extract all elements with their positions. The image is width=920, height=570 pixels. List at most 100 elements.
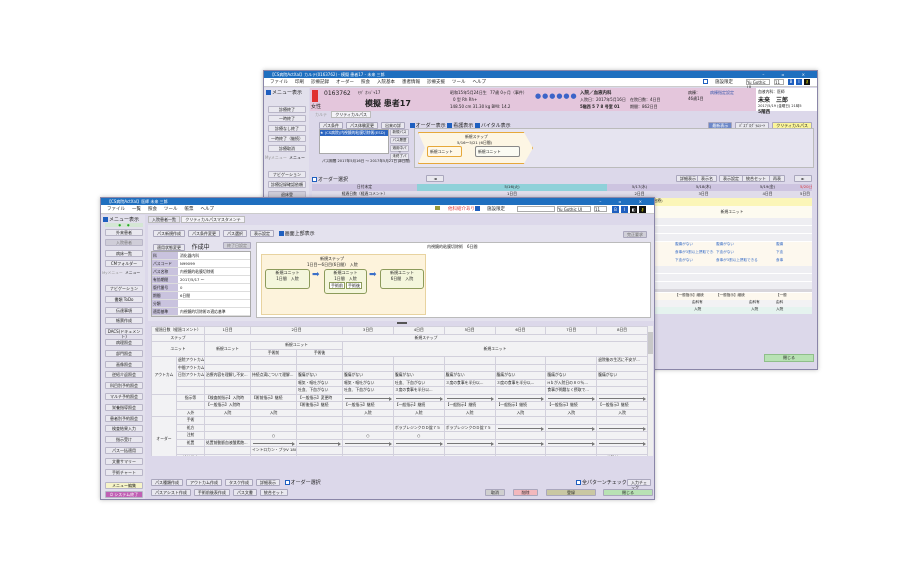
window-controls[interactable]: – ▫ × [762, 72, 813, 77]
date-col-3[interactable]: 5/18(木) [672, 184, 735, 191]
tab-path-master[interactable]: クリティカルパスマスタメンテ [181, 216, 245, 223]
order-cell[interactable]: 【一般指示】継続 [716, 293, 745, 297]
path-change-button[interactable]: パス体験変更 [346, 122, 378, 129]
day-header[interactable]: 6日目 [494, 326, 547, 335]
outcome-cell[interactable]: 食事 [776, 258, 784, 262]
sidebar-menu-item[interactable]: 検査結果入力 [105, 425, 143, 433]
menu-tools[interactable]: ツール [452, 80, 466, 85]
sidebar-menu-item[interactable]: パス一括適用 [105, 447, 143, 454]
sub-unit-cell[interactable]: 手術前 [250, 348, 297, 357]
info-value[interactable]: 2017/5/17 ～ [180, 277, 205, 282]
step-cell[interactable]: 新規ステップ [204, 333, 648, 342]
grid-cell[interactable]: 吐血、下血がない [342, 386, 394, 395]
sidebar-btn-cm-folder[interactable]: CMフォルダー [105, 260, 143, 267]
grid-cell[interactable] [545, 363, 598, 372]
outcome-cell[interactable]: 腹痛がない [716, 242, 734, 246]
menu-inquiry[interactable]: 照会 [361, 80, 370, 85]
grid-cell[interactable] [443, 363, 496, 372]
cancel-button[interactable]: 取消 [485, 489, 505, 496]
italic-icon[interactable]: I [621, 206, 628, 213]
grid-cell[interactable] [443, 431, 496, 440]
combined-set-button[interactable]: 統合セット [259, 489, 288, 496]
font-select[interactable]: Yu Gothic UI [746, 79, 770, 90]
path-type-button[interactable]: パス種類作成 [151, 479, 183, 486]
grid-cell[interactable]: 【一般指示】継続 [596, 401, 648, 410]
grid-cell[interactable]: EDTA-2K(2ml) [342, 453, 394, 456]
info-value[interactable]: 消化器内科 [180, 253, 199, 258]
menu-tools[interactable]: ツール [164, 207, 178, 212]
sidebar-menu-item[interactable]: 病理照会 [105, 339, 143, 346]
grid-cell[interactable]: 腹痛がない [443, 371, 496, 380]
grid-cell[interactable] [250, 378, 297, 387]
sidebar-menu-item[interactable]: 文書サマリー [105, 457, 143, 465]
back-close-button[interactable]: 閉じる [764, 354, 814, 362]
unit-cell[interactable]: 新規ユニット [204, 341, 251, 357]
grid-cell[interactable]: 嘔気・嘔吐がない [342, 378, 394, 387]
sidebar-menu-item[interactable]: 伝達事項 [105, 306, 143, 314]
grid-cell[interactable] [443, 453, 496, 456]
grid-cell[interactable] [392, 453, 445, 456]
outcome-cell[interactable]: 下血がない [716, 250, 734, 254]
grid-cell[interactable]: 処置前動脈血液酸素飽... [204, 438, 251, 447]
grid-cell[interactable] [443, 446, 496, 455]
grid-cell[interactable] [494, 363, 547, 372]
grid-cell[interactable]: 【一般指示】継続 [443, 401, 496, 410]
grid-cell[interactable] [545, 356, 598, 365]
path-select-button[interactable]: パス選択 [223, 230, 247, 237]
grid-cell[interactable]: ３度の食事を半分以... [392, 386, 445, 395]
continue-arrow[interactable]: → [342, 393, 394, 402]
grid-cell[interactable] [204, 446, 251, 455]
key-icon[interactable]: ⚷ [639, 206, 646, 213]
grid-cell[interactable]: 入院 [494, 408, 547, 417]
grid-cell[interactable] [443, 356, 496, 365]
info-value[interactable]: N99099 [180, 261, 195, 266]
info-value[interactable]: 6日間 [180, 293, 191, 298]
unit-box-1[interactable]: 新規ユニット 1日間 入院 [265, 269, 310, 289]
grid-cell[interactable] [204, 386, 251, 395]
window-controls[interactable]: – ▫ × [599, 199, 650, 204]
sidebar-menu-item[interactable]: 部門照会 [105, 349, 143, 357]
grid-cell[interactable]: ボラプレジンクＯＤ錠７５ [443, 423, 496, 432]
grid-cell[interactable]: 【一般指示】入院時 [204, 401, 251, 410]
status-change-button[interactable]: 適用状態変更 [153, 244, 185, 251]
path-assist-button[interactable]: パスアシスト作成 [151, 489, 191, 496]
vital-show-checkbox[interactable]: バイタル表示 [474, 123, 511, 129]
grid-cell[interactable]: 退院後の生活に不安が... [596, 356, 648, 365]
tab-critical-path[interactable]: クリティカルパス [331, 111, 372, 118]
menu-show-checkbox[interactable]: メニュー表示 [103, 216, 139, 223]
order-select-checkbox[interactable]: オーダー選択 [312, 176, 348, 183]
task-create-button[interactable]: タスク作成 [225, 479, 253, 486]
grid-cell[interactable] [295, 453, 344, 456]
day-header[interactable]: 3日目 [342, 326, 394, 335]
delete-button[interactable]: 削除 [513, 489, 538, 496]
grid-cell[interactable] [250, 401, 297, 410]
outcome-cell[interactable]: 食事が3割以上摂取できる [716, 258, 758, 262]
bold-icon[interactable]: B [788, 79, 794, 85]
grid-cell[interactable] [342, 423, 394, 432]
continue-arrow[interactable]: → [443, 393, 496, 402]
menu-inquiry[interactable]: 照会 [148, 207, 157, 212]
menu-help[interactable]: ヘルプ [200, 207, 215, 212]
menu-file[interactable]: ファイル [270, 80, 288, 85]
grid-cell[interactable]: 9ml(分離剤入) [596, 453, 648, 456]
menu-list[interactable]: 一覧 [132, 207, 141, 212]
sidebar-menu-item[interactable]: ナビゲーション [105, 285, 143, 292]
continue-arrow[interactable]: → [392, 438, 445, 447]
grid-cell[interactable] [443, 386, 496, 395]
grid-cell[interactable]: ボラプレジンクＯＤ錠７５ [392, 423, 445, 432]
facility-limit-checkbox[interactable]: 施設限定 [475, 205, 512, 214]
grid-cell[interactable] [204, 431, 251, 440]
sidebar-menu-item[interactable]: 画像照会 [105, 360, 143, 368]
show-top-checkbox[interactable]: 画面上部表示 [278, 231, 315, 237]
grid-cell[interactable]: 吐血、下血がない [295, 386, 344, 395]
grid-cell[interactable] [204, 416, 251, 425]
sidebar-scroll-indicator[interactable]: ● ● [105, 223, 143, 227]
grid-cell[interactable]: ３度の食事を半分以... [494, 378, 547, 387]
info-value[interactable] [178, 300, 250, 307]
menu-show-checkbox[interactable]: メニュー表示 [266, 89, 302, 96]
grid-cell[interactable] [204, 453, 251, 456]
grid-cell[interactable] [392, 356, 445, 365]
tab-my-menu[interactable]: Myメニュー [265, 155, 287, 160]
grid-cell[interactable] [342, 356, 394, 365]
font-size-select[interactable]: 11 [774, 79, 784, 85]
